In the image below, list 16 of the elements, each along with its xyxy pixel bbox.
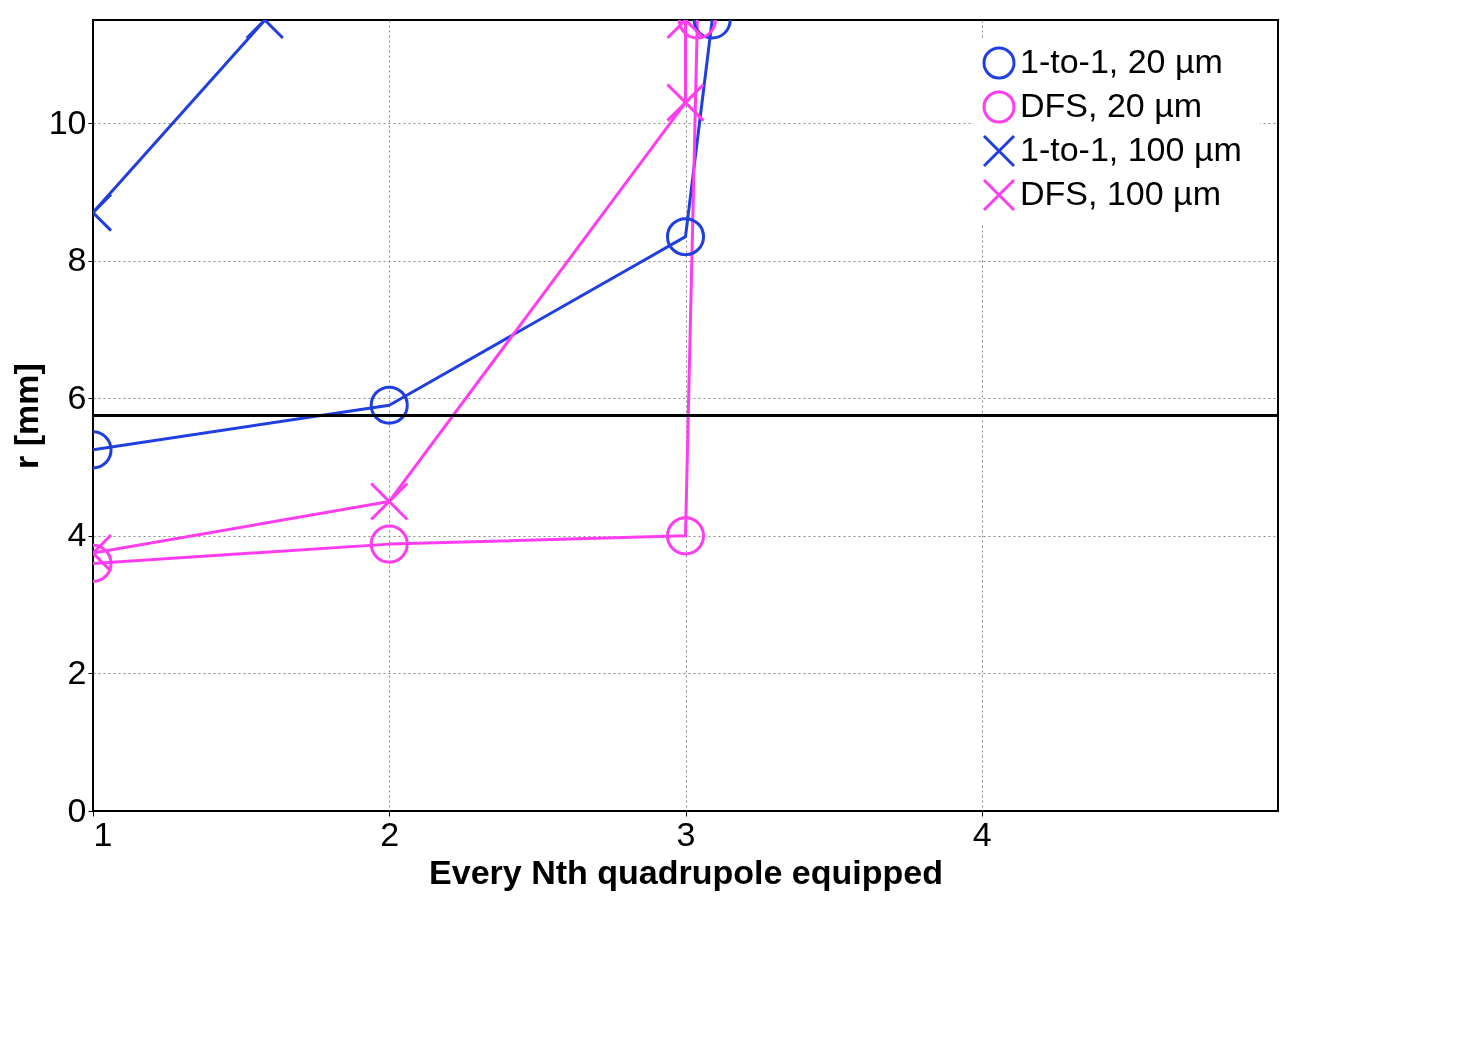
y-tick-label: 10 bbox=[48, 102, 87, 141]
x-tick-label: 3 bbox=[676, 814, 696, 853]
legend-label: 1-to-1, 20 µm bbox=[1020, 42, 1223, 80]
legend-label: DFS, 20 µm bbox=[1020, 86, 1203, 124]
x-tick-label: 2 bbox=[380, 814, 400, 853]
y-tick-label: 8 bbox=[67, 240, 87, 279]
y-tick-label: 2 bbox=[67, 652, 87, 691]
y-tick-label: 6 bbox=[67, 377, 87, 416]
x-tick-label: 1 bbox=[93, 814, 113, 853]
y-axis-title: r [mm] bbox=[6, 363, 45, 469]
y-tick-label: 0 bbox=[67, 790, 87, 829]
legend-label: 1-to-1, 100 µm bbox=[1020, 130, 1242, 168]
legend-label: DFS, 100 µm bbox=[1020, 174, 1221, 212]
x-tick-label: 4 bbox=[972, 814, 992, 853]
y-tick-label: 4 bbox=[67, 515, 87, 554]
x-axis-title: Every Nth quadrupole equipped bbox=[429, 852, 943, 891]
